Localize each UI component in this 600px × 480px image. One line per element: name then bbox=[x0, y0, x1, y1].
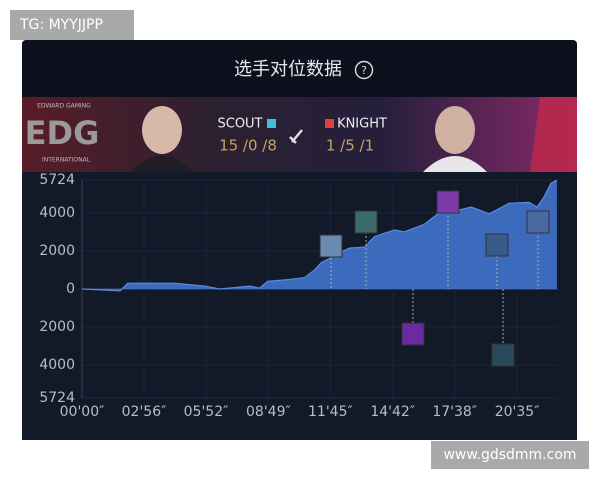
x-tick-label: 11'45″ bbox=[308, 404, 353, 420]
x-tick-label: 00'00″ bbox=[60, 404, 105, 420]
y-tick-label: 5724 bbox=[39, 390, 75, 406]
vs-icon bbox=[289, 129, 303, 144]
y-tick-label: 4000 bbox=[39, 205, 75, 221]
event-icons bbox=[319, 190, 550, 367]
watermark: TG: MYYJJPP bbox=[19, 17, 103, 33]
x-tick-label: 08'49″ bbox=[246, 404, 291, 420]
x-tick-label: 02'56″ bbox=[122, 404, 167, 420]
watermark-box bbox=[431, 441, 589, 469]
player-portrait bbox=[130, 156, 194, 172]
y-tick-label: 2000 bbox=[39, 319, 75, 335]
player-portrait bbox=[435, 106, 475, 154]
team-logo: EDG bbox=[25, 114, 100, 152]
event-icon bbox=[319, 234, 343, 258]
player-name: SCOUT bbox=[217, 117, 262, 132]
team-logo-top: EDWARD GAMING bbox=[37, 103, 91, 110]
event-icon bbox=[401, 322, 425, 346]
y-tick-label: 2000 bbox=[39, 243, 75, 259]
team-logo-right bbox=[530, 97, 577, 172]
event-icon bbox=[485, 233, 509, 257]
watermark-box bbox=[10, 10, 134, 40]
y-tick-label: 0 bbox=[66, 281, 75, 297]
watermark: www.gdsdmm.com bbox=[443, 447, 576, 463]
area bbox=[82, 180, 557, 291]
team-logo-bottom: INTERNATIONAL bbox=[42, 157, 91, 164]
event-icons bbox=[330, 212, 539, 345]
event-icon bbox=[491, 343, 515, 367]
line bbox=[81, 179, 558, 292]
player-portrait bbox=[423, 156, 487, 172]
event-icon bbox=[526, 210, 550, 234]
x-tick-label: 14'42″ bbox=[370, 404, 415, 420]
player-portrait bbox=[142, 106, 182, 154]
y-tick-label: 5724 bbox=[39, 172, 75, 188]
x-tick-label: 05'52″ bbox=[184, 404, 229, 420]
help-icon-text: ? bbox=[361, 64, 367, 77]
player-color bbox=[267, 119, 276, 128]
player-name: KNIGHT bbox=[337, 117, 387, 132]
x-tick-label: 20'35″ bbox=[495, 404, 540, 420]
player-color bbox=[325, 119, 334, 128]
player-kda: 15 /0 /8 bbox=[219, 137, 277, 155]
event-icon bbox=[436, 190, 460, 214]
y-tick-label: 4000 bbox=[39, 357, 75, 373]
player-kda: 1 /5 /1 bbox=[326, 137, 374, 155]
event-icon bbox=[354, 210, 378, 234]
x-tick-label: 17'38″ bbox=[432, 404, 477, 420]
panel-title: 选手对位数据 bbox=[234, 59, 342, 80]
help-icon[interactable] bbox=[354, 60, 374, 80]
